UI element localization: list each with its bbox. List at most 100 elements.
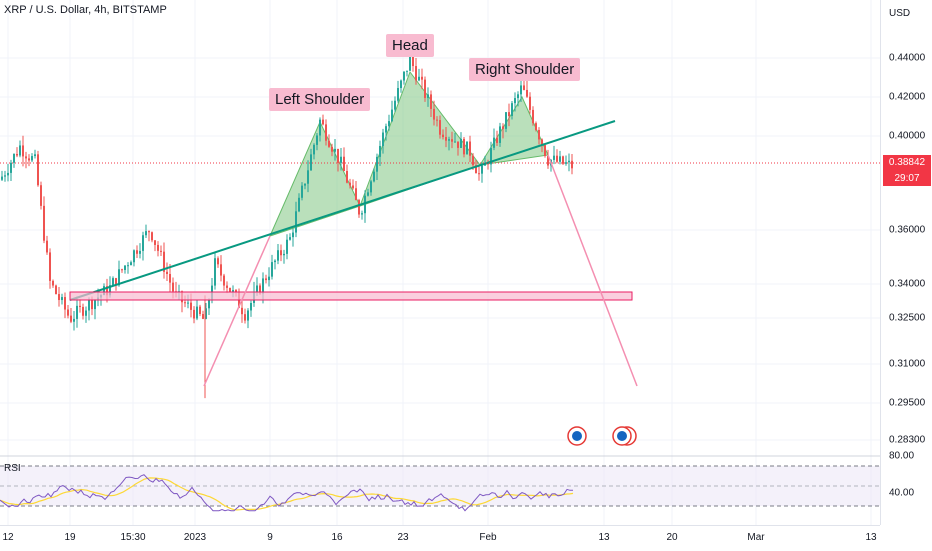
candle-body — [142, 235, 144, 251]
candle-body — [520, 85, 522, 95]
candle-body — [289, 237, 291, 240]
candle-body — [259, 285, 261, 294]
price-axis[interactable]: USD 0.44000 0.42000 0.40000 0.36000 0.34… — [880, 0, 932, 525]
candle-body — [139, 250, 141, 254]
candle-body — [160, 250, 162, 252]
rsi-tick: 40.00 — [889, 487, 915, 499]
candle-body — [58, 294, 60, 301]
candle-body — [1, 176, 3, 180]
candle-body — [355, 188, 357, 201]
time-tick: Feb — [479, 532, 497, 543]
projected-target-line[interactable] — [547, 154, 638, 387]
rsi-pane[interactable] — [0, 455, 880, 512]
candle-body — [562, 156, 564, 164]
price-tick: 0.36000 — [889, 224, 926, 236]
candle-body — [559, 156, 561, 162]
candle-body — [448, 139, 450, 141]
neckline-trendline[interactable] — [69, 120, 616, 301]
candle-body — [406, 70, 408, 72]
candle-body — [508, 112, 510, 116]
time-tick: 15:30 — [120, 532, 146, 543]
candle-body — [445, 137, 447, 141]
candle-body — [367, 192, 369, 196]
candle-body — [340, 156, 342, 163]
candle-body — [280, 250, 282, 256]
candle-body — [439, 120, 441, 135]
candle-body — [40, 185, 42, 206]
candle-body — [13, 153, 15, 163]
candle-body — [400, 80, 402, 89]
candle-body — [469, 141, 471, 156]
chart-grid — [0, 0, 880, 525]
candle-body — [481, 165, 483, 174]
candle-body — [190, 302, 192, 310]
price-unit: USD — [889, 8, 911, 19]
candle-body — [358, 200, 360, 215]
candle-body — [91, 300, 93, 310]
candle-body — [541, 139, 543, 146]
time-axis[interactable]: 12 19 15:30 2023 9 16 23 Feb 13 20 Mar 1… — [0, 525, 880, 551]
candle-body — [115, 278, 117, 286]
candle-body — [70, 315, 72, 322]
event-flag-icon[interactable] — [567, 426, 587, 446]
candle-body — [556, 155, 558, 162]
candle-body — [307, 170, 309, 184]
candle-body — [187, 302, 189, 304]
pattern-leg-line[interactable] — [203, 235, 271, 387]
price-chart[interactable] — [0, 0, 880, 525]
candle-body — [19, 145, 21, 156]
candle-body — [544, 145, 546, 156]
right-shoulder-label[interactable]: Right Shoulder — [469, 58, 581, 81]
candle-body — [262, 278, 264, 294]
price-tick: 0.29500 — [889, 397, 926, 409]
candle-body — [34, 154, 36, 157]
candle-body — [226, 285, 228, 288]
candle-body — [463, 138, 465, 155]
left-shoulder-label[interactable]: Left Shoulder — [269, 88, 371, 111]
candle-body — [250, 302, 252, 311]
time-tick: 13 — [865, 532, 877, 543]
candle-body — [403, 71, 405, 81]
candle-body — [343, 156, 345, 171]
candle-body — [571, 160, 573, 169]
candle-body — [7, 172, 9, 176]
candle-body — [148, 231, 150, 233]
symbol-title[interactable]: XRP / U.S. Dollar, 4h, BITSTAMP — [4, 4, 167, 16]
candle-body — [79, 305, 81, 307]
candle-body — [193, 309, 195, 319]
candle-body — [409, 55, 411, 71]
candle-body — [427, 94, 429, 98]
candle-body — [316, 135, 318, 145]
candle-body — [169, 273, 171, 283]
candle-body — [418, 76, 420, 81]
candle-body — [472, 155, 474, 166]
time-tick: 13 — [598, 532, 610, 543]
candle-body — [301, 185, 303, 198]
candle-body — [130, 262, 132, 266]
support-zone[interactable] — [69, 291, 633, 301]
candle-body — [271, 262, 273, 277]
candle-body — [511, 103, 513, 116]
candle-body — [25, 156, 27, 159]
candle-body — [124, 265, 126, 271]
candle-body — [451, 139, 453, 142]
event-flag-icon[interactable] — [612, 426, 637, 446]
candle-body — [184, 302, 186, 304]
candle-body — [28, 158, 30, 161]
candle-body — [82, 306, 84, 316]
candle-body — [73, 318, 75, 322]
candle-body — [379, 145, 381, 157]
candle-body — [85, 310, 87, 316]
candle-body — [22, 145, 24, 157]
head-label[interactable]: Head — [386, 34, 434, 57]
time-tick: 16 — [331, 532, 343, 543]
rsi-label[interactable]: RSI — [4, 463, 21, 474]
candle-body — [295, 211, 297, 233]
candle-body — [199, 306, 201, 315]
candle-body — [334, 148, 336, 152]
price-tick: 0.42000 — [889, 91, 926, 103]
candle-body — [88, 300, 90, 311]
candle-body — [415, 66, 417, 81]
candle-body — [67, 309, 69, 316]
candle-body — [49, 252, 51, 281]
